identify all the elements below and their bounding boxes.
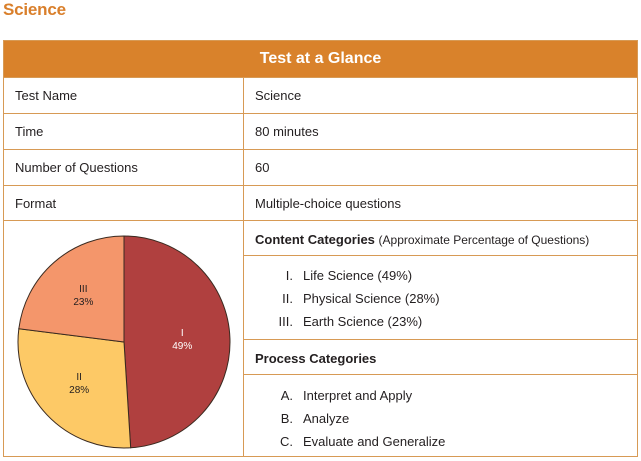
list-item-text: Earth Science (23%) [303, 314, 423, 329]
process-categories-title: Process Categories [255, 351, 376, 366]
table-header: Test at a Glance [4, 41, 637, 77]
pie-slice-iii [18, 235, 125, 343]
list-item-number: B. [280, 411, 293, 426]
list-item-text: Life Science (49%) [303, 268, 413, 283]
list-item-text: Analyze [303, 411, 350, 426]
content-categories-subtitle: (Approximate Percentage of Questions) [378, 233, 590, 247]
pie-label-category: I [181, 328, 184, 339]
table-row-number-of-questions: Number of Questions 60 [4, 149, 637, 185]
table-row-test-name: Test Name Science [4, 77, 637, 113]
row-label: Format [15, 196, 57, 211]
column-divider [243, 77, 244, 457]
divider [244, 255, 637, 256]
process-categories-label: Process Categories [255, 351, 377, 366]
list-item-text: Interpret and Apply [303, 388, 413, 403]
list-item-text: Evaluate and Generalize [303, 434, 446, 449]
list-item-number: II. [282, 291, 293, 306]
divider [4, 220, 637, 221]
list-item-number: C. [280, 434, 293, 449]
pie-labels: I 49% II 28% III 23% [69, 284, 192, 396]
pie-slice-ii [17, 328, 132, 449]
pie-label-percent: 28% [69, 385, 89, 396]
divider [244, 374, 637, 375]
pie-slices [17, 235, 231, 449]
row-value: Multiple-choice questions [255, 196, 401, 211]
list-item-number: III. [278, 314, 293, 329]
row-value: Science [255, 88, 302, 103]
content-categories-pie-chart: I 49% II 28% III 23% [17, 235, 231, 449]
list-item-text: Physical Science (28%) [303, 291, 440, 306]
pie-label-category: II [76, 372, 82, 383]
table-row-format: Format Multiple-choice questions [4, 185, 637, 221]
row-value: 60 [255, 160, 270, 175]
content-categories-title: Content Categories (Approximate Percenta… [255, 232, 589, 247]
content-categories-label: Content Categories [255, 232, 375, 247]
row-label: Test Name [15, 88, 78, 103]
list-item-number: I. [285, 268, 293, 283]
list-item-number: A. [280, 388, 293, 403]
pie-label-percent: 23% [73, 297, 93, 308]
page-title: Science [3, 0, 66, 19]
row-label: Time [15, 124, 44, 139]
row-label: Number of Questions [15, 160, 138, 175]
pie-label-percent: 49% [172, 341, 192, 352]
table-row-time: Time 80 minutes [4, 113, 637, 149]
test-at-a-glance-table: Test at a Glance Test Name Science Time … [3, 40, 638, 457]
pie-slice-i [123, 235, 231, 449]
pie-label-category: III [79, 284, 87, 295]
divider [244, 339, 637, 340]
row-value: 80 minutes [255, 124, 319, 139]
